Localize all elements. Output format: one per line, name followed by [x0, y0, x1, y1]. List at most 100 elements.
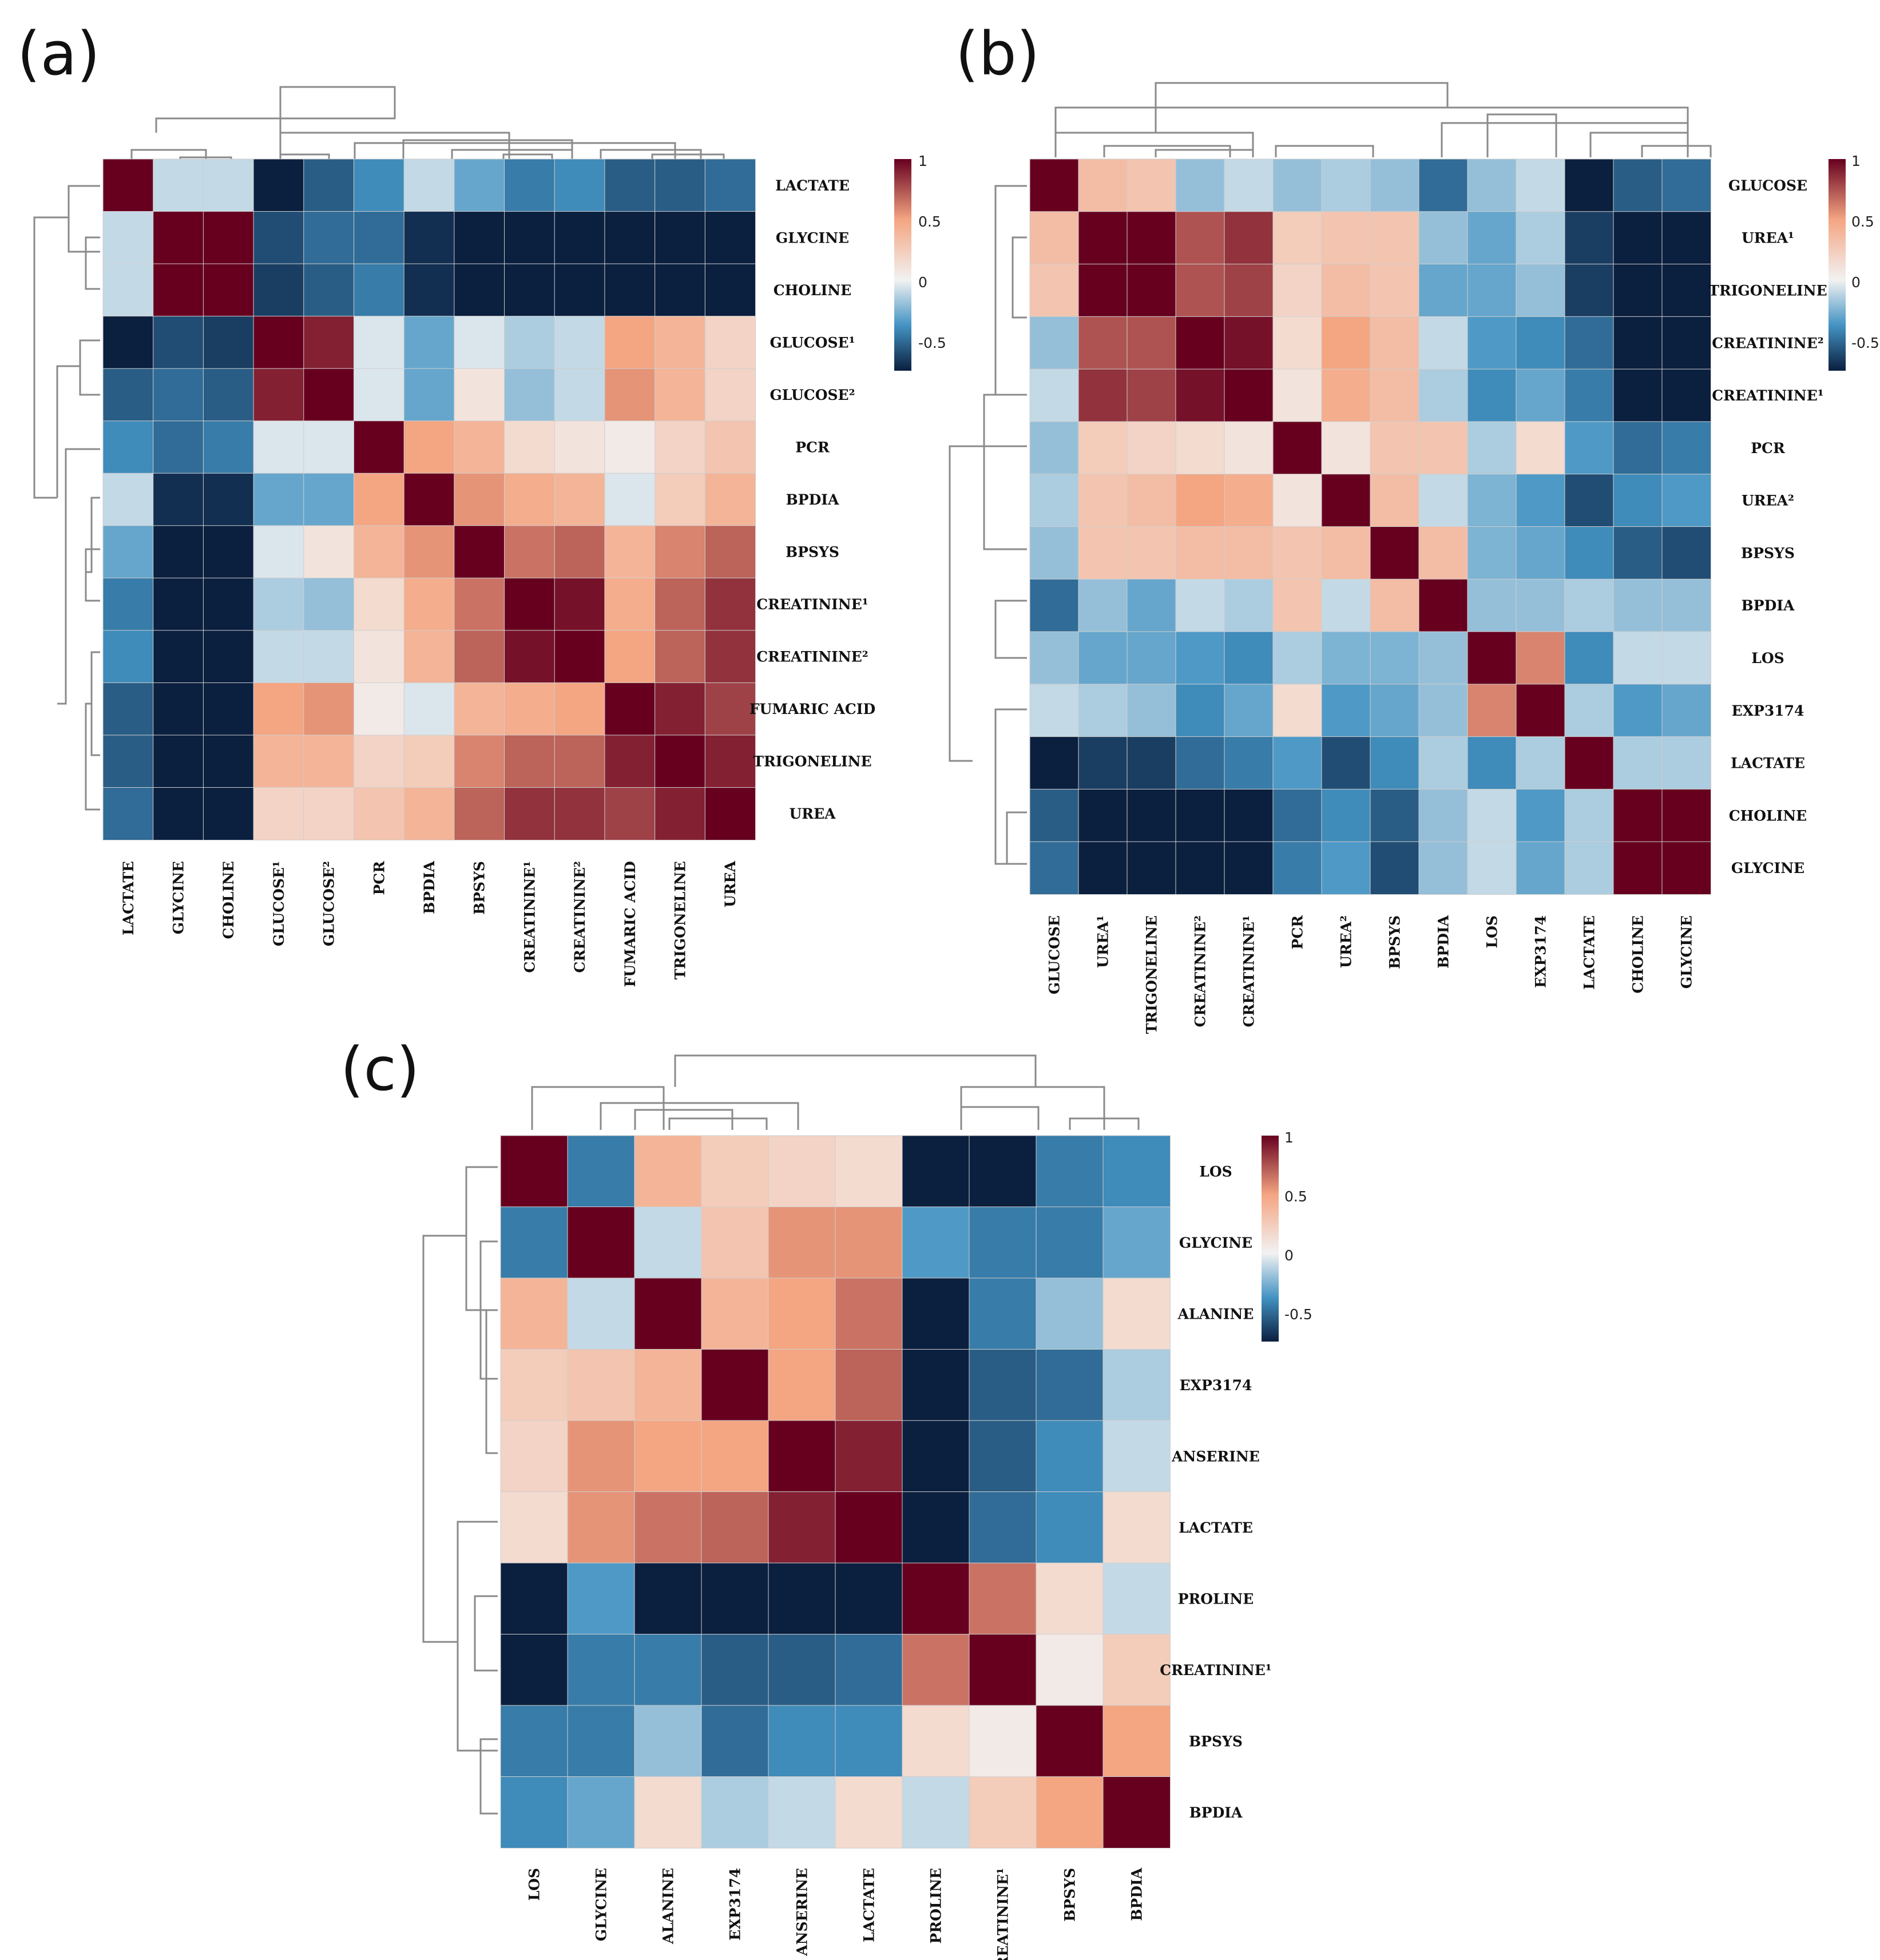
cell-a-glycine-pcr [353, 211, 405, 265]
cell-b-creatinine-glucose [1029, 316, 1079, 370]
cell-c-lactate-alanine [634, 1491, 702, 1564]
cell-c-los-glycine [567, 1135, 635, 1208]
colorbar-tick-a-1: 1 [918, 153, 927, 169]
cell-a-choline-creatinine [554, 263, 605, 317]
cell-a-bpsys-glucose [303, 525, 355, 579]
colorbar-tick-a-05: 0.5 [918, 213, 941, 230]
cell-b-glycine-trigoneline [1127, 841, 1176, 895]
col-label-a-fumaric-acid: FUMARIC ACID [622, 861, 638, 987]
cell-b-pcr-lactate [1564, 421, 1614, 475]
col-labels-b: GLUCOSE UREA¹ TRIGONELINE CREATININE² CREATI… [1046, 915, 1695, 1034]
cell-a-bpsys-choline [203, 525, 255, 579]
cell-c-exp3174-los [500, 1349, 568, 1421]
cell-a-creatinine-bpdia [403, 577, 455, 631]
row-label-c-bpdia: BPDIA [1189, 1804, 1243, 1821]
cell-b-creatinine-trigoneline [1127, 368, 1176, 422]
cell-a-trigoneline-lactate [102, 735, 154, 788]
cell-b-pcr-glycine [1661, 421, 1711, 475]
cell-b-bpsys-creatinine [1175, 526, 1225, 580]
cell-c-bpsys-los [500, 1705, 568, 1778]
cell-a-glucose-lactate [102, 316, 154, 370]
cell-c-proline-exp3174 [701, 1562, 769, 1635]
cell-c-los-alanine [634, 1135, 702, 1208]
cell-b-exp3174-glucose [1029, 684, 1079, 737]
cell-a-lactate-bpdia [403, 158, 455, 212]
cell-a-lactate-trigoneline [655, 158, 706, 212]
cell-c-bpdia-creatinine [969, 1776, 1037, 1848]
cell-a-glycine-glycine [153, 211, 204, 265]
row-label-c-glycine: GLYCINE [1179, 1235, 1252, 1251]
cell-a-fumaric-acid-pcr [353, 682, 405, 736]
cell-a-choline-bpsys [454, 263, 505, 317]
cell-a-fumaric-acid-bpsys [454, 682, 505, 736]
cell-b-choline-lactate [1564, 788, 1614, 843]
cell-b-bpsys-glycine [1661, 526, 1711, 580]
cell-c-los-exp3174 [701, 1135, 769, 1208]
cell-a-creatinine-urea [704, 630, 756, 684]
cell-a-fumaric-acid-glucose [303, 682, 355, 736]
cell-c-anserine-bpdia [1102, 1420, 1171, 1493]
col-label-c-anserine: ANSERINE [794, 1868, 811, 1957]
cell-a-glucose-creatinine [554, 368, 605, 422]
cell-a-creatinine-glucose [253, 577, 304, 631]
col-label-a-creatinine: CREATININE² [572, 861, 588, 973]
cell-b-urea-glycine [1661, 211, 1711, 265]
colorbar-c: 1 0.5 0 -0.5 [1262, 1129, 1312, 1342]
cell-b-glycine-creatinine [1224, 841, 1274, 895]
cell-c-anserine-exp3174 [701, 1420, 769, 1493]
cell-b-bpdia-lactate [1564, 578, 1614, 633]
cell-b-urea-trigoneline [1127, 474, 1176, 527]
row-label-a-urea: UREA [789, 806, 836, 822]
cell-a-bpsys-lactate [102, 525, 154, 579]
cell-a-fumaric-acid-bpdia [403, 682, 455, 736]
cell-a-urea-pcr [353, 787, 405, 840]
panel-label-a: (a) [17, 19, 100, 89]
row-label-a-bpdia: BPDIA [786, 491, 839, 508]
cell-b-urea-urea [1078, 211, 1128, 265]
cell-a-choline-glucose [253, 263, 304, 317]
row-label-b-glycine: GLYCINE [1731, 860, 1804, 876]
cell-b-los-exp3174 [1516, 631, 1565, 685]
cell-a-lactate-bpsys [454, 158, 505, 212]
cell-c-proline-bpsys [1036, 1562, 1104, 1635]
cell-b-pcr-urea [1321, 421, 1371, 475]
cell-b-exp3174-creatinine [1175, 684, 1225, 737]
col-label-a-bpsys: BPSYS [471, 861, 488, 915]
cell-c-los-bpdia [1102, 1135, 1171, 1208]
cell-b-creatinine-creatinine [1224, 316, 1274, 370]
cell-c-exp3174-anserine [768, 1349, 836, 1421]
col-label-b-glucose: GLUCOSE [1046, 915, 1063, 994]
cell-b-exp3174-choline [1613, 684, 1663, 737]
cell-c-bpdia-los [500, 1776, 568, 1848]
cell-a-fumaric-acid-creatinine [554, 682, 605, 736]
cell-c-alanine-bpdia [1102, 1277, 1171, 1350]
cell-a-urea-bpsys [454, 787, 505, 840]
cell-b-trigoneline-creatinine [1224, 264, 1274, 318]
cell-c-bpdia-proline [902, 1776, 970, 1848]
cell-b-trigoneline-pcr [1272, 264, 1322, 318]
row-label-b-urea: UREA² [1742, 493, 1794, 509]
cell-a-glycine-bpsys [454, 211, 505, 265]
cell-c-glycine-bpsys [1036, 1207, 1104, 1279]
cell-b-urea-bpsys [1370, 474, 1419, 527]
col-label-b-urea: UREA² [1338, 915, 1355, 968]
cell-c-alanine-exp3174 [701, 1277, 769, 1350]
cell-b-lactate-creatinine [1175, 736, 1225, 790]
cell-a-bpdia-choline [203, 473, 255, 526]
cell-c-lactate-proline [902, 1491, 970, 1564]
cell-b-lactate-glycine [1661, 736, 1711, 790]
cell-b-exp3174-trigoneline [1127, 684, 1176, 737]
cell-b-glucose-urea [1078, 158, 1128, 212]
cell-a-creatinine-urea [704, 577, 756, 631]
cell-b-urea-los [1467, 211, 1517, 265]
col-label-c-glycine: GLYCINE [593, 1868, 610, 1941]
cell-a-bpdia-glycine [153, 473, 204, 526]
cell-b-los-urea [1321, 631, 1371, 685]
cell-a-glycine-glucose [303, 211, 355, 265]
cell-c-los-bpsys [1036, 1135, 1104, 1208]
cell-b-glycine-glucose [1029, 841, 1079, 895]
cell-c-creatinine-alanine [634, 1634, 702, 1706]
dendrogram-top-b [1054, 82, 1712, 157]
cell-a-choline-trigoneline [655, 263, 706, 317]
cell-b-los-bpdia [1418, 631, 1468, 685]
